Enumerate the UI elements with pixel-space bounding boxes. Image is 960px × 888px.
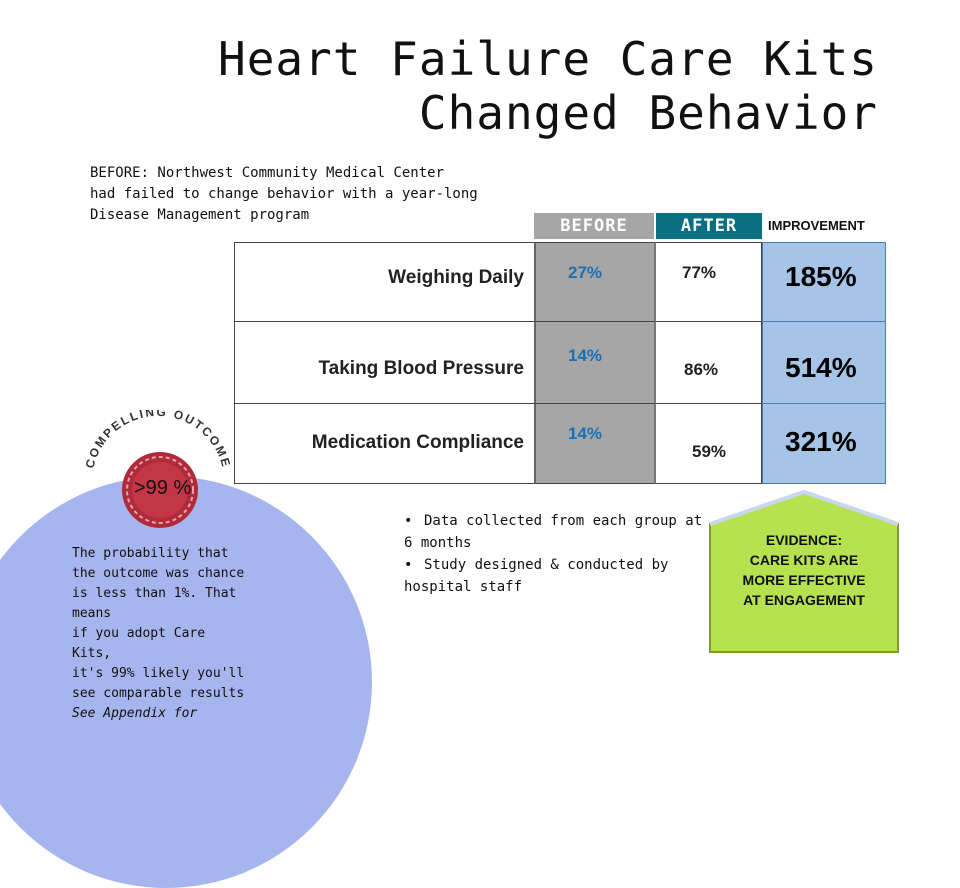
after-value: 59% [692, 442, 727, 461]
ribbon-rosette-icon [122, 452, 198, 528]
table-row: Weighing Daily 27% 77% 185% [234, 242, 886, 322]
before-cell: 14% [534, 322, 656, 404]
after-cell: 77% [656, 242, 762, 322]
improvement-value: 321% [785, 426, 857, 457]
evidence-line: EVIDENCE: [765, 532, 843, 548]
after-cell: 86% [656, 322, 762, 404]
bullet-text: Data collected from each group at 6 mont… [404, 513, 703, 551]
evidence-text: EVIDENCE: CARE KITS ARE MORE EFFECTIVE A… [708, 530, 900, 610]
header-after: AFTER [656, 213, 762, 239]
table-row: Medication Compliance 14% 59% 321% [234, 404, 886, 484]
slide-title: Heart Failure Care Kits Changed Behavior [218, 32, 878, 140]
header-before: BEFORE [534, 213, 654, 239]
compelling-outcome-seal: COMPELLING OUTCOME [82, 410, 231, 528]
seal-value: >99 % [134, 477, 192, 499]
after-value: 77% [682, 263, 717, 282]
list-item: • Study designed & conducted by hospital … [404, 554, 704, 598]
evidence-line: CARE KITS ARE [749, 552, 859, 568]
title-line-1: Heart Failure Care Kits [218, 32, 878, 86]
appendix-reference: See Appendix for [72, 706, 198, 721]
title-line-2: Changed Behavior [418, 86, 878, 140]
bullet-icon: • [404, 513, 413, 529]
before-value: 14% [568, 346, 603, 365]
improvement-value: 185% [785, 261, 857, 292]
intro-text: BEFORE: Northwest Community Medical Cent… [90, 165, 478, 223]
row-label: Medication Compliance [311, 432, 524, 453]
results-table: Weighing Daily 27% 77% 185% Taking Blood… [234, 242, 886, 484]
outcome-text: The probability that the outcome was cha… [72, 546, 245, 701]
notes-list: • Data collected from each group at 6 mon… [404, 510, 704, 598]
after-cell: 59% [656, 404, 762, 484]
row-label-cell: Weighing Daily [234, 242, 534, 322]
before-value: 14% [568, 424, 603, 443]
evidence-line: MORE EFFECTIVE [742, 572, 866, 588]
header-improvement: IMPROVEMENT [768, 218, 865, 233]
row-label-cell: Medication Compliance [234, 404, 534, 484]
list-item: • Data collected from each group at 6 mon… [404, 510, 704, 554]
outcome-explanation: The probability that the outcome was cha… [72, 544, 312, 724]
before-cell: 14% [534, 404, 656, 484]
row-label: Weighing Daily [388, 267, 524, 288]
improvement-cell: 321% [762, 404, 886, 484]
evidence-callout: EVIDENCE: CARE KITS ARE MORE EFFECTIVE A… [708, 490, 900, 654]
table-row: Taking Blood Pressure 14% 86% 514% [234, 322, 886, 404]
bullet-text: Study designed & conducted by hospital s… [404, 557, 669, 595]
row-label: Taking Blood Pressure [318, 358, 524, 379]
row-label-cell: Taking Blood Pressure [234, 322, 534, 404]
evidence-line: AT ENGAGEMENT [743, 592, 865, 608]
improvement-cell: 185% [762, 242, 886, 322]
before-cell: 27% [534, 242, 656, 322]
improvement-value: 514% [785, 352, 857, 383]
after-value: 86% [684, 360, 719, 379]
before-value: 27% [568, 263, 603, 282]
improvement-cell: 514% [762, 322, 886, 404]
bullet-icon: • [404, 557, 413, 573]
evidence-shape [709, 490, 899, 653]
